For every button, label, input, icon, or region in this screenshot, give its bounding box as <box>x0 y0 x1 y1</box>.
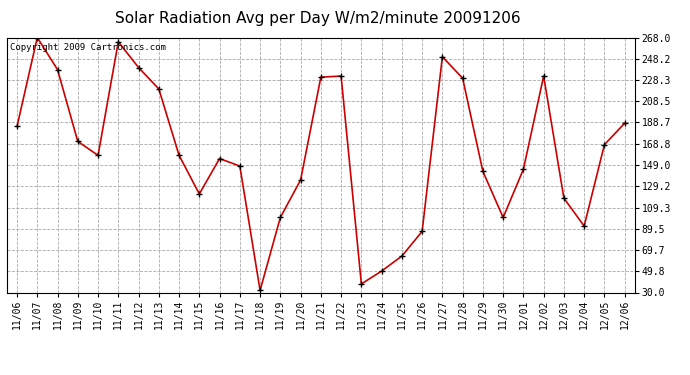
Text: Solar Radiation Avg per Day W/m2/minute 20091206: Solar Radiation Avg per Day W/m2/minute … <box>115 11 520 26</box>
Text: Copyright 2009 Cartronics.com: Copyright 2009 Cartronics.com <box>10 43 166 52</box>
